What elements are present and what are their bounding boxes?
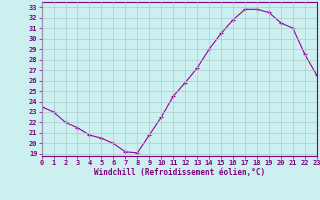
X-axis label: Windchill (Refroidissement éolien,°C): Windchill (Refroidissement éolien,°C): [94, 168, 265, 177]
